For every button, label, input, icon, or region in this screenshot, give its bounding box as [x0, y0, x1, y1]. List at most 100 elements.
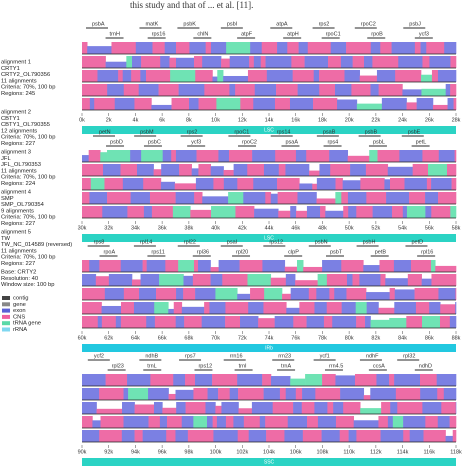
conservation-block — [140, 274, 160, 286]
conservation-block — [195, 70, 213, 82]
conservation-block — [249, 56, 255, 68]
conservation-block — [194, 192, 203, 204]
axis-tick-label: 18k — [318, 117, 327, 123]
conservation-block — [270, 193, 278, 204]
conservation-block — [213, 178, 225, 190]
conservation-block — [351, 84, 371, 96]
conservation-block — [315, 388, 341, 400]
conservation-block — [295, 280, 318, 286]
conservation-block — [298, 42, 309, 54]
conservation-block — [259, 416, 266, 428]
conservation-block — [409, 430, 424, 442]
conservation-block — [313, 70, 320, 82]
conservation-block — [316, 178, 336, 190]
conservation-block — [135, 42, 153, 54]
axis-tick-label: 36k — [158, 225, 167, 231]
conservation-block — [277, 178, 300, 190]
gene-label: trnI — [239, 363, 247, 369]
legend-swatch — [2, 327, 10, 332]
conservation-block — [96, 408, 123, 414]
gene-label: rps11 — [151, 249, 164, 255]
conservation-block — [437, 388, 445, 400]
conservation-block — [394, 289, 415, 300]
conservation-block — [287, 416, 308, 428]
conservation-block — [284, 266, 298, 272]
conservation-block — [132, 279, 141, 286]
axis-tick-label: 68k — [184, 335, 193, 341]
conservation-block — [335, 416, 354, 428]
conservation-block — [216, 98, 241, 110]
conservation-block — [146, 316, 156, 328]
conservation-block — [100, 152, 108, 162]
axis-tick-label: 42k — [238, 225, 247, 231]
conservation-block — [102, 206, 128, 218]
conservation-block — [193, 388, 208, 400]
gene-label: rps2 — [187, 129, 198, 135]
conservation-block — [429, 302, 441, 314]
gene-label: psbA — [92, 21, 105, 27]
axis-tick-label: 112k — [370, 449, 382, 455]
conservation-block — [295, 150, 307, 162]
conservation-block — [395, 388, 421, 400]
conservation-block — [450, 84, 457, 96]
axis-tick-label: 2k — [106, 117, 112, 123]
conservation-block — [449, 316, 457, 328]
conservation-block — [134, 98, 152, 110]
conservation-block — [262, 260, 286, 272]
conservation-block — [263, 388, 281, 400]
conservation-block — [316, 288, 330, 300]
conservation-block — [359, 274, 381, 286]
conservation-block — [317, 274, 328, 286]
conservation-block — [366, 192, 387, 204]
conservation-block — [193, 260, 199, 272]
conservation-block — [425, 416, 439, 428]
conservation-block — [175, 42, 190, 54]
conservation-block — [335, 375, 356, 386]
gene-label: rps8 — [94, 239, 105, 245]
conservation-block — [378, 84, 403, 96]
conservation-block — [89, 98, 95, 110]
conservation-block — [285, 164, 310, 176]
conservation-block — [422, 402, 442, 414]
conservation-block — [153, 402, 163, 414]
conservation-block — [136, 164, 154, 176]
axis-tick-label: 102k — [236, 449, 248, 455]
conservation-block — [120, 260, 143, 272]
conservation-block — [399, 150, 423, 162]
conservation-block — [176, 288, 184, 300]
conservation-block — [389, 288, 396, 300]
conservation-block — [120, 316, 147, 328]
axis-tick-label: 54k — [398, 225, 407, 231]
legend-title: alignment 1 — [1, 60, 31, 66]
conservation-block — [207, 388, 219, 400]
conservation-block — [380, 42, 392, 54]
conservation-block — [290, 378, 306, 386]
axis-tick-label: 62k — [104, 335, 113, 341]
axis-tick-label: 24k — [398, 117, 407, 123]
conservation-block — [445, 84, 451, 96]
conservation-block — [322, 260, 342, 272]
conservation-block — [337, 99, 358, 110]
conservation-block — [353, 420, 379, 428]
conservation-block — [403, 416, 426, 428]
conservation-block — [133, 302, 155, 314]
conservation-block — [276, 84, 298, 96]
conservation-block — [104, 178, 124, 190]
conservation-block — [266, 70, 293, 82]
conservation-block — [138, 84, 159, 96]
axis-tick-label: 52k — [371, 225, 380, 231]
conservation-block — [306, 150, 330, 162]
conservation-block — [319, 84, 336, 96]
gene-label: ycf1 — [320, 353, 330, 359]
conservation-block — [290, 206, 297, 218]
conservation-block — [330, 42, 347, 54]
conservation-block — [122, 178, 144, 190]
legend-criteria: Criteria: 70%, 100 bp — [1, 255, 55, 261]
conservation-block — [168, 308, 175, 314]
conservation-block — [238, 388, 264, 400]
conservation-block — [314, 302, 328, 314]
conservation-block — [394, 302, 417, 314]
conservation-block — [437, 416, 450, 428]
conservation-block — [402, 89, 422, 96]
gene-label: psbL — [373, 139, 385, 145]
